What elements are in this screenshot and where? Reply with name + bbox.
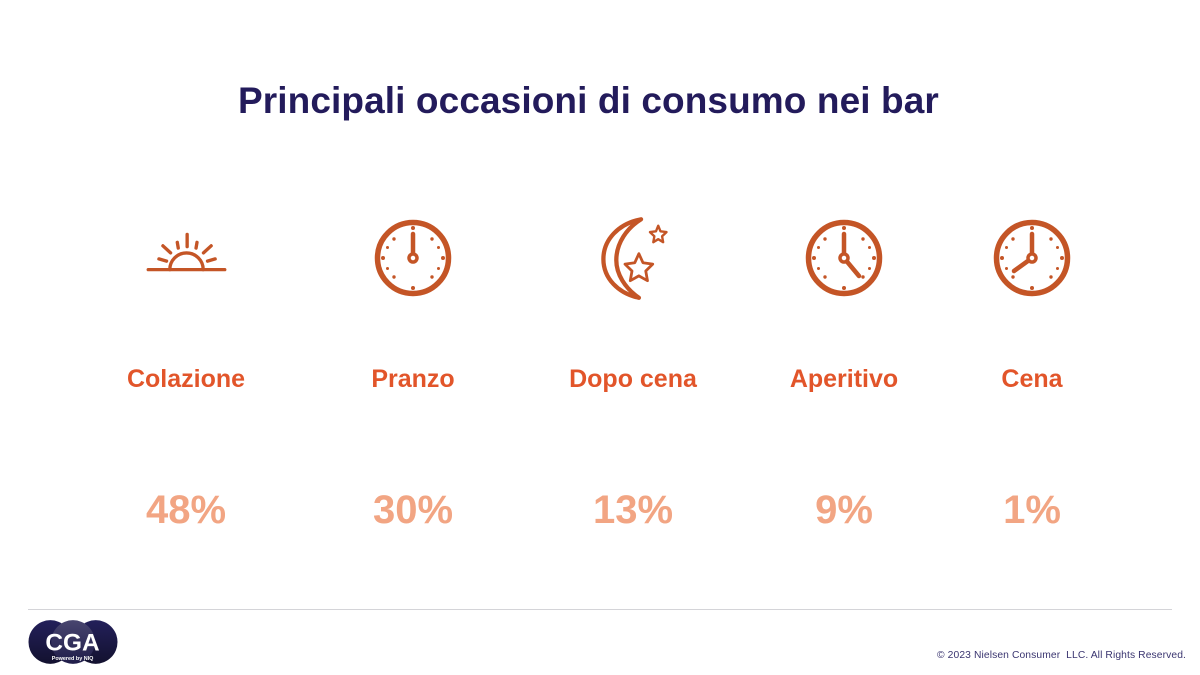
svg-text:CGA: CGA <box>45 629 99 656</box>
svg-text:Powered by NIQ: Powered by NIQ <box>52 656 94 662</box>
